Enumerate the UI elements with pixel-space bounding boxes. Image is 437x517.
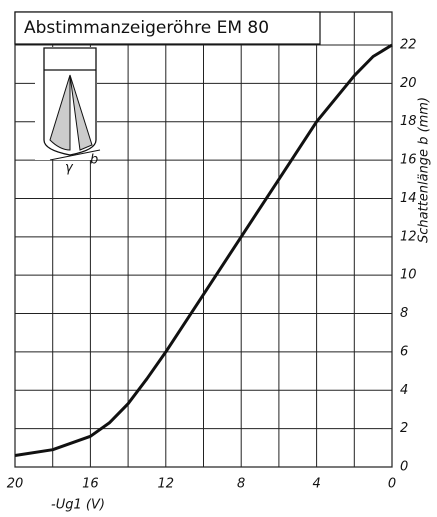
y-tick-label: 0: [400, 460, 408, 475]
y-tick-label: 6: [400, 344, 408, 359]
x-tick-label: 8: [237, 477, 245, 492]
tube-outline: [43, 47, 97, 156]
grid: [14, 12, 393, 468]
x-axis-label: -Ug1 (V): [51, 498, 105, 513]
x-tick-label: 0: [388, 477, 396, 492]
y-tick-label: 8: [400, 306, 408, 321]
y-tick-label: 20: [400, 76, 417, 91]
tube-shadow: [49, 74, 71, 151]
inset-dimension: [49, 149, 101, 161]
data-line: [14, 43, 393, 457]
inset-diagram: γ b: [35, 47, 101, 176]
y-tick-label: 4: [400, 383, 408, 398]
tube-shadow: [69, 74, 93, 151]
x-tick-label: 12: [158, 477, 175, 492]
inset-label: b: [90, 153, 98, 168]
y-tick-label: 2: [400, 421, 408, 436]
y-tick-label: 18: [400, 114, 417, 129]
x-tick-label: 20: [7, 477, 24, 492]
y-tick-label: 14: [400, 191, 417, 206]
y-tick-label: 22: [400, 38, 417, 53]
inset-label: γ: [65, 161, 74, 176]
y-tick-label: 12: [400, 229, 417, 244]
chart-title: Abstimmanzeigeröhre EM 80: [24, 18, 269, 38]
y-tick-label: 10: [400, 268, 417, 283]
x-tick-label: 16: [82, 477, 99, 492]
y-tick-label: 16: [400, 153, 417, 168]
x-tick-label: 4: [312, 477, 320, 492]
y-axis-label: Schattenlänge b (mm): [417, 97, 432, 243]
title-box: [14, 11, 321, 45]
